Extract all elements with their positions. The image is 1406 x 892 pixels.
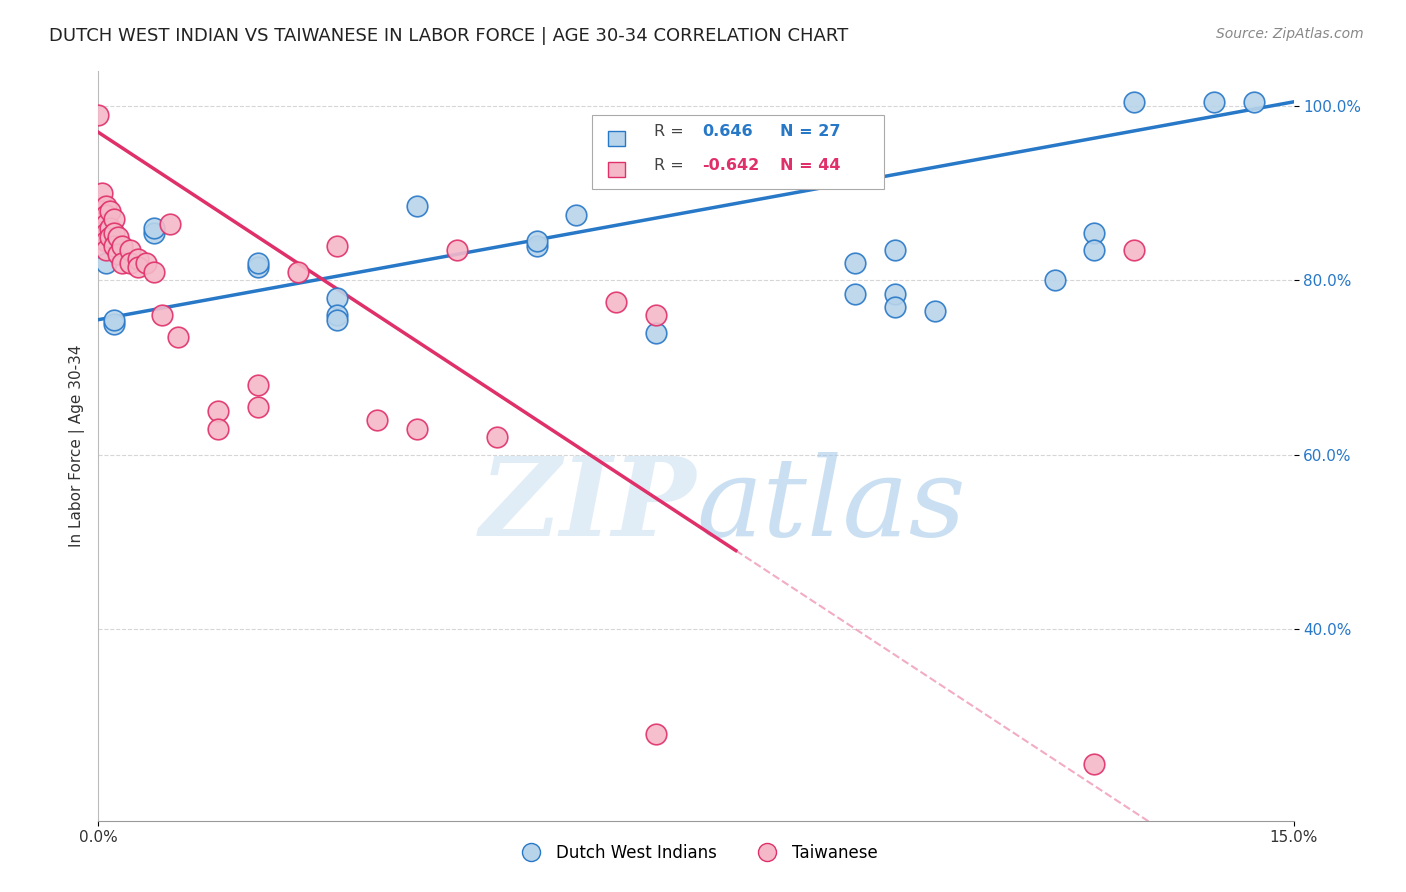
Text: DUTCH WEST INDIAN VS TAIWANESE IN LABOR FORCE | AGE 30-34 CORRELATION CHART: DUTCH WEST INDIAN VS TAIWANESE IN LABOR … xyxy=(49,27,848,45)
Legend: Dutch West Indians, Taiwanese: Dutch West Indians, Taiwanese xyxy=(508,838,884,869)
Point xyxy=(96,208,118,222)
Text: R =: R = xyxy=(654,124,689,139)
Point xyxy=(207,421,229,435)
Point xyxy=(565,208,588,222)
Point xyxy=(103,212,125,227)
Point xyxy=(1123,243,1146,257)
Point xyxy=(645,326,668,340)
Point xyxy=(143,265,166,279)
Point xyxy=(526,238,548,252)
Point xyxy=(326,308,349,322)
Point xyxy=(167,330,190,344)
Point xyxy=(645,726,668,740)
Point xyxy=(884,243,907,257)
Point xyxy=(1083,757,1105,772)
Point xyxy=(485,430,508,444)
Point xyxy=(884,300,907,314)
FancyBboxPatch shape xyxy=(607,131,626,146)
Point xyxy=(1202,95,1225,109)
Point xyxy=(127,260,149,275)
Point xyxy=(1243,95,1265,109)
Point xyxy=(446,243,468,257)
Point xyxy=(98,203,122,218)
Point xyxy=(246,256,269,270)
Point xyxy=(107,230,129,244)
Point xyxy=(884,286,907,301)
Point xyxy=(98,221,122,235)
Point xyxy=(103,317,125,331)
Point xyxy=(326,238,349,252)
Point xyxy=(246,378,269,392)
Y-axis label: In Labor Force | Age 30-34: In Labor Force | Age 30-34 xyxy=(69,344,84,548)
Point xyxy=(103,238,125,252)
Point xyxy=(605,295,627,310)
Point xyxy=(143,226,166,240)
Point xyxy=(96,217,118,231)
Text: N = 27: N = 27 xyxy=(779,124,841,139)
Point xyxy=(107,247,129,261)
Point xyxy=(924,304,946,318)
Point xyxy=(135,256,157,270)
Point xyxy=(150,308,173,322)
Point xyxy=(111,256,134,270)
Point xyxy=(246,260,269,275)
Point xyxy=(127,252,149,266)
FancyBboxPatch shape xyxy=(607,162,626,177)
Point xyxy=(96,199,118,213)
Point xyxy=(91,203,114,218)
Point xyxy=(1123,95,1146,109)
Point xyxy=(87,108,110,122)
Text: -0.642: -0.642 xyxy=(702,158,759,172)
Point xyxy=(844,256,866,270)
FancyBboxPatch shape xyxy=(592,115,883,189)
Point xyxy=(96,243,118,257)
Point xyxy=(326,291,349,305)
Point xyxy=(103,312,125,326)
Text: Source: ZipAtlas.com: Source: ZipAtlas.com xyxy=(1216,27,1364,41)
Point xyxy=(366,413,388,427)
Text: R =: R = xyxy=(654,158,689,172)
Point xyxy=(406,421,429,435)
Text: 0.646: 0.646 xyxy=(702,124,752,139)
Point xyxy=(207,404,229,418)
Point xyxy=(143,221,166,235)
Point xyxy=(406,199,429,213)
Point xyxy=(844,286,866,301)
Point xyxy=(1083,243,1105,257)
Point xyxy=(645,308,668,322)
Text: atlas: atlas xyxy=(696,452,966,559)
Point xyxy=(159,217,181,231)
Point xyxy=(96,256,118,270)
Point xyxy=(111,238,134,252)
Point xyxy=(120,243,142,257)
Point xyxy=(103,226,125,240)
Text: N = 44: N = 44 xyxy=(779,158,841,172)
Point xyxy=(287,265,309,279)
Point xyxy=(120,256,142,270)
Text: ZIP: ZIP xyxy=(479,452,696,559)
Point xyxy=(96,226,118,240)
Point xyxy=(1083,226,1105,240)
Point xyxy=(246,400,269,414)
Point xyxy=(526,234,548,248)
Point xyxy=(91,186,114,201)
Point xyxy=(96,234,118,248)
Point xyxy=(98,230,122,244)
Point xyxy=(326,312,349,326)
Point xyxy=(1043,273,1066,287)
